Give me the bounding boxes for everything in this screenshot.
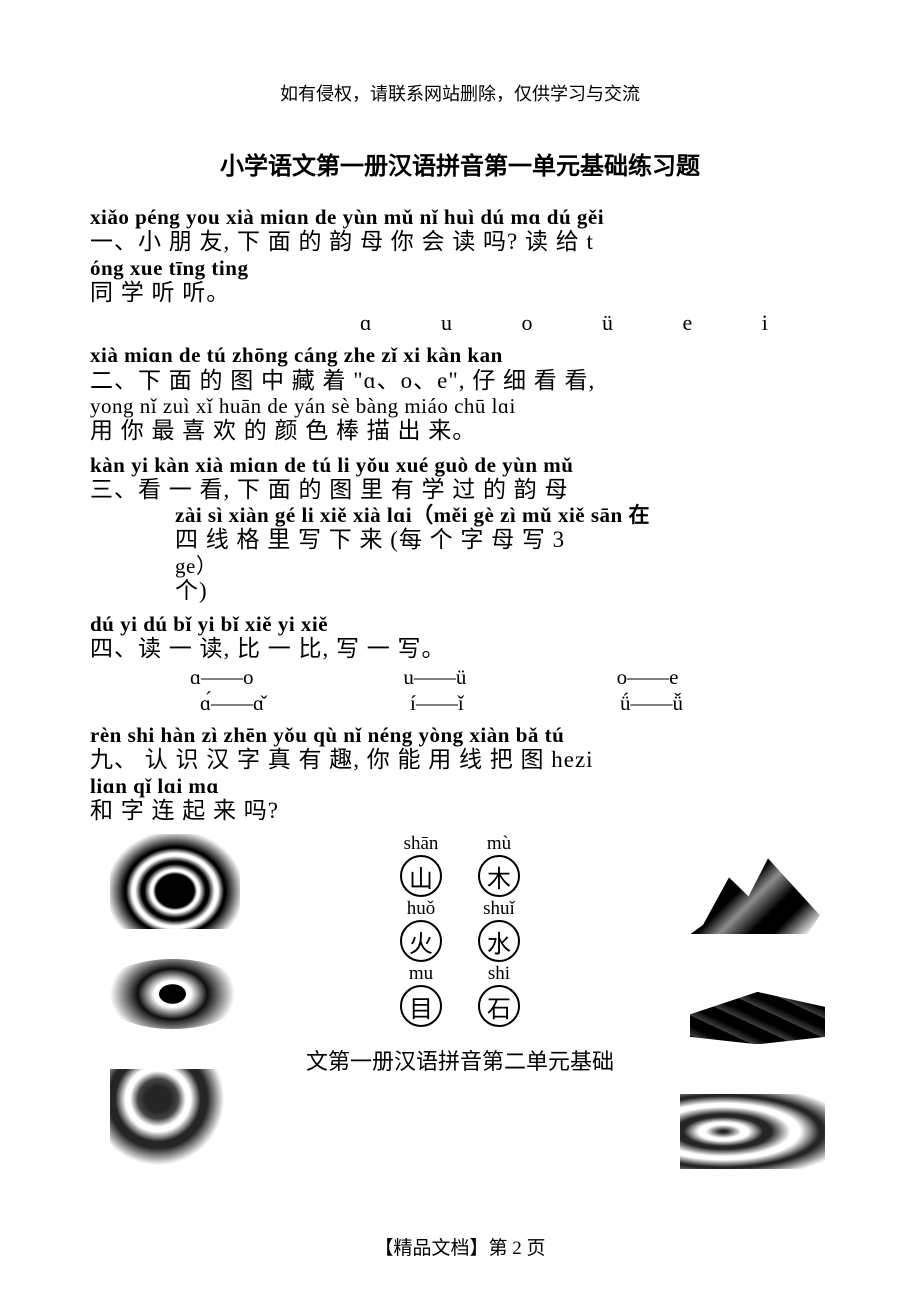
ex2-pinyin-1: xià miɑn de tú zhōng cáng zhe zǐ xi kàn …: [90, 343, 830, 367]
ex3-pinyin-1: kàn yi kàn xià miɑn de tú li yǒu xué guò…: [90, 453, 830, 477]
ex2-hanzi-1: 二、下 面 的 图 中 藏 着 "ɑ、o、e", 仔 细 看 看,: [90, 368, 830, 394]
exercise-2: xià miɑn de tú zhōng cáng zhe zǐ xi kàn …: [90, 343, 830, 444]
compare-1b: u——ü: [403, 665, 616, 689]
page-footer: 【精品文档】第 2 页: [0, 1233, 920, 1260]
char-shan-pinyin: shān: [404, 834, 439, 853]
ex4-hanzi-1: 四、读 一 读, 比 一 比, 写 一 写。: [90, 636, 830, 662]
ex2-hanzi-2: 用 你 最 喜 欢 的 颜 色 棒 描 出 来。: [90, 418, 830, 444]
ex3-hanzi-3: 个): [175, 578, 830, 604]
compare-2a: ɑ́——ɑ̌: [200, 691, 410, 715]
wood-image: [690, 969, 825, 1044]
ex9-pinyin-2: liɑn qǐ lɑi mɑ: [90, 774, 830, 798]
char-huo-pinyin: huǒ: [407, 899, 436, 918]
landscape-image: [110, 1069, 230, 1169]
char-huo: huǒ 火: [400, 899, 442, 962]
exercise-3: kàn yi kàn xià miɑn de tú li yǒu xué guò…: [90, 453, 830, 605]
ex9-hanzi-2: 和 字 连 起 来 吗?: [90, 798, 830, 824]
ex9-pinyin-1: rèn shi hàn zì zhēn yǒu qù nǐ néng yòng …: [90, 723, 830, 747]
char-mu2-char: 木: [478, 855, 520, 897]
char-mu1: mu 目: [400, 964, 442, 1027]
char-mu2-pinyin: mù: [487, 834, 511, 853]
char-huo-char: 火: [400, 920, 442, 962]
header-note: 如有侵权，请联系网站删除，仅供学习与交流: [90, 80, 830, 106]
char-mu2: mù 木: [478, 834, 520, 897]
character-columns: shān 山 huǒ 火 mu 目 mù 木 shuǐ: [400, 834, 520, 1029]
ex2-pinyin-2: yong nǐ zuì xǐ huān de yán sè bàng miáo …: [90, 394, 830, 418]
char-shui-char: 水: [478, 920, 520, 962]
char-shi: shi 石: [478, 964, 520, 1027]
exercise-4: dú yi dú bǐ yi bǐ xiě yi xiě 四、读 一 读, 比 …: [90, 612, 830, 715]
ex3-hanzi-1: 三、看 一 看, 下 面 的 图 里 有 学 过 的 韵 母: [90, 477, 830, 503]
char-shan-char: 山: [400, 855, 442, 897]
ex1-pinyin-1: xiǎo péng you xià miɑn de yùn mǔ nǐ huì …: [90, 205, 830, 229]
char-col-right: mù 木 shuǐ 水 shi 石: [478, 834, 520, 1029]
ex9-hanzi-1: 九、 认 识 汉 字 真 有 趣, 你 能 用 线 把 图 hezi: [90, 747, 830, 773]
compare-2b: í——ǐ: [410, 691, 620, 715]
water-image: [680, 1094, 825, 1169]
vowel-row: ɑ u o ü e i: [90, 310, 830, 335]
matching-section: shān 山 huǒ 火 mu 目 mù 木 shuǐ: [90, 834, 830, 1154]
ex1-hanzi-2: 同 学 听 听。: [90, 280, 830, 306]
compare-2c: ǘ——ǚ: [620, 691, 830, 715]
compare-row-2: ɑ́——ɑ̌ í——ǐ ǘ——ǚ: [90, 691, 830, 715]
ex1-hanzi-1: 一、小 朋 友, 下 面 的 韵 母 你 会 读 吗? 读 给 t: [90, 229, 830, 255]
ex1-pinyin-2: óng xue tīng ting: [90, 256, 830, 280]
unit2-title-fragment: 文第一册汉语拼音第二单元基础: [306, 1044, 614, 1076]
char-mu1-char: 目: [400, 985, 442, 1027]
page-title: 小学语文第一册汉语拼音第一单元基础练习题: [90, 146, 830, 181]
char-shui-pinyin: shuǐ: [483, 899, 515, 918]
exercise-9: rèn shi hàn zì zhēn yǒu qù nǐ néng yòng …: [90, 723, 830, 824]
ex4-pinyin-1: dú yi dú bǐ yi bǐ xiě yi xiě: [90, 612, 830, 636]
ex3-hanzi-2: 四 线 格 里 写 下 来 (每 个 字 母 写 3: [175, 527, 830, 553]
char-mu1-pinyin: mu: [409, 964, 433, 983]
char-shi-char: 石: [478, 985, 520, 1027]
fire-image: [110, 834, 240, 929]
eye-image: [100, 959, 245, 1029]
rocks-image: [690, 839, 820, 934]
char-shui: shuǐ 水: [478, 899, 520, 962]
ex3-pinyin-3: ge）: [175, 554, 830, 578]
char-shan: shān 山: [400, 834, 442, 897]
document-page: 如有侵权，请联系网站删除，仅供学习与交流 小学语文第一册汉语拼音第一单元基础练习…: [0, 0, 920, 1300]
compare-1c: o——e: [617, 665, 830, 689]
ex3-pinyin-2: zài sì xiàn gé li xiě xià lɑi（měi gè zì …: [175, 503, 830, 527]
compare-row-1: ɑ——o u——ü o——e: [90, 665, 830, 689]
compare-1a: ɑ——o: [190, 665, 403, 689]
exercise-1: xiǎo péng you xià miɑn de yùn mǔ nǐ huì …: [90, 205, 830, 335]
char-col-left: shān 山 huǒ 火 mu 目: [400, 834, 442, 1029]
char-shi-pinyin: shi: [488, 964, 510, 983]
